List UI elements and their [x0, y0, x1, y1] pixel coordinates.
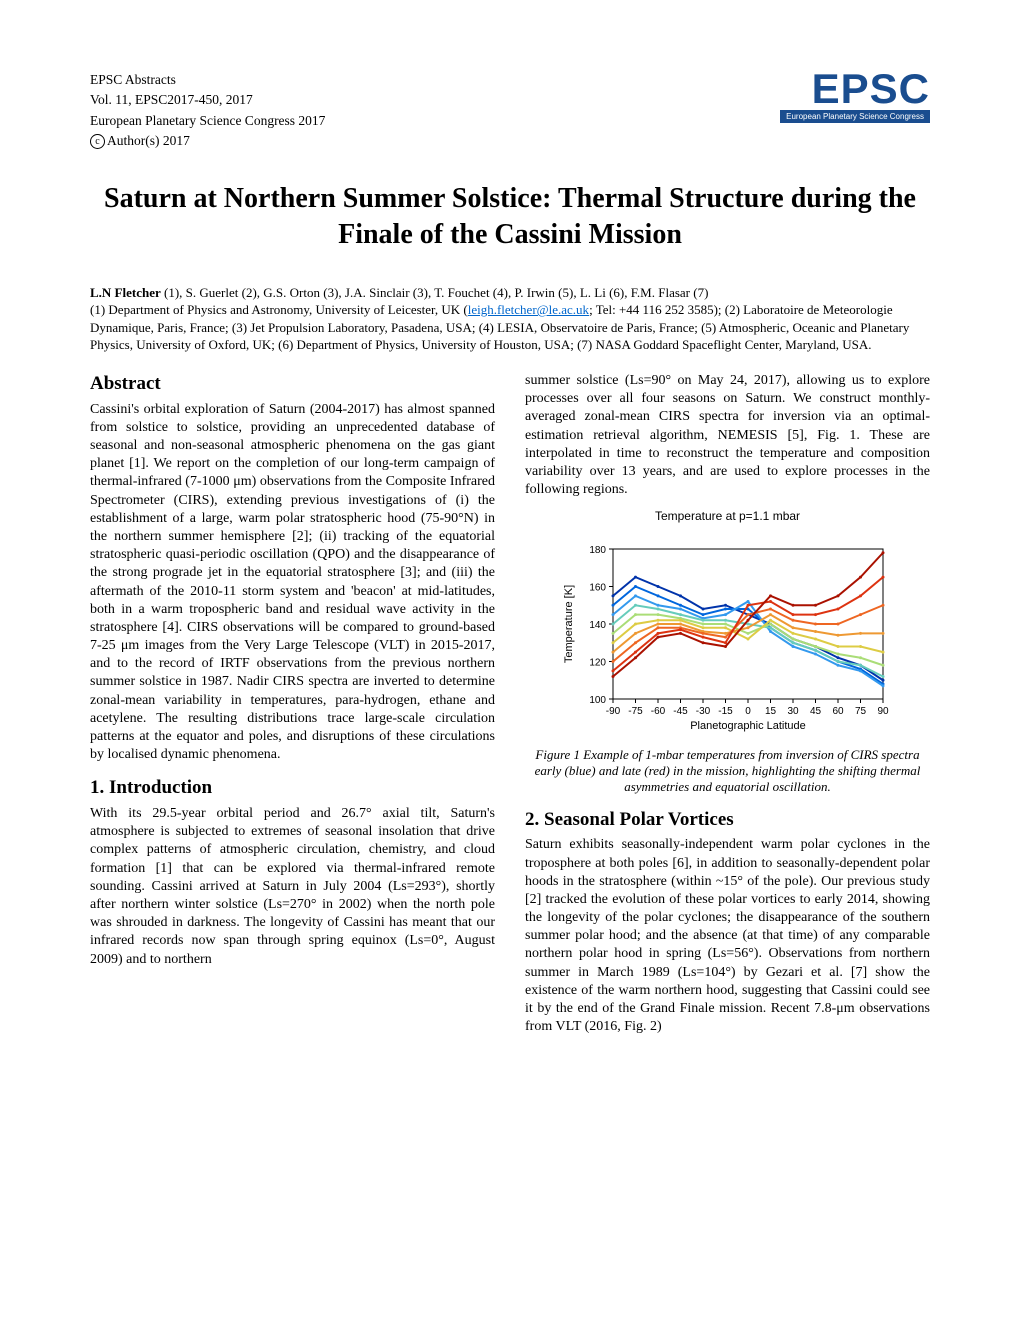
- chart-title: Temperature at p=1.1 mbar: [525, 509, 930, 525]
- header: EPSC Abstracts Vol. 11, EPSC2017-450, 20…: [90, 70, 930, 151]
- logo-text: EPSC: [780, 70, 930, 108]
- svg-text:15: 15: [764, 706, 776, 717]
- left-column: Abstract Cassini's orbital exploration o…: [90, 372, 495, 1036]
- svg-text:-60: -60: [650, 706, 665, 717]
- header-meta: EPSC Abstracts Vol. 11, EPSC2017-450, 20…: [90, 70, 325, 151]
- content-columns: Abstract Cassini's orbital exploration o…: [90, 372, 930, 1036]
- paper-title: Saturn at Northern Summer Solstice: Ther…: [90, 181, 930, 254]
- volume-line: Vol. 11, EPSC2017-450, 2017: [90, 90, 325, 110]
- svg-text:45: 45: [809, 706, 821, 717]
- logo: EPSC European Planetary Science Congress: [780, 70, 930, 123]
- email-link[interactable]: leigh.fletcher@le.ac.uk: [468, 302, 589, 317]
- authors-block: L.N Fletcher (1), S. Guerlet (2), G.S. O…: [90, 284, 930, 354]
- svg-text:-90: -90: [605, 706, 620, 717]
- vortices-text: Saturn exhibits seasonally-independent w…: [525, 836, 930, 1036]
- svg-text:100: 100: [589, 695, 606, 706]
- svg-text:-15: -15: [718, 706, 733, 717]
- svg-text:180: 180: [589, 545, 606, 556]
- svg-text:60: 60: [832, 706, 844, 717]
- right-column: summer solstice (Ls=90° on May 24, 2017)…: [525, 372, 930, 1036]
- temperature-chart: 100 120 140 160 180 -90 -75 -60 -45 -30 -15 0 15 30 45…: [558, 529, 898, 739]
- vortices-heading: 2. Seasonal Polar Vortices: [525, 808, 930, 833]
- congress-line: European Planetary Science Congress 2017: [90, 111, 325, 131]
- copyright-line: cAuthor(s) 2017: [90, 131, 325, 151]
- abstract-heading: Abstract: [90, 372, 495, 397]
- svg-text:120: 120: [589, 657, 606, 668]
- figure-caption: Figure 1 Example of 1-mbar temperatures …: [525, 747, 930, 796]
- svg-text:-45: -45: [673, 706, 688, 717]
- abstracts-line: EPSC Abstracts: [90, 70, 325, 90]
- page: EPSC Abstracts Vol. 11, EPSC2017-450, 20…: [0, 0, 1020, 1320]
- svg-text:Planetographic Latitude: Planetographic Latitude: [690, 720, 806, 732]
- col2-continuation: summer solstice (Ls=90° on May 24, 2017)…: [525, 372, 930, 499]
- svg-text:90: 90: [877, 706, 889, 717]
- logo-subtitle: European Planetary Science Congress: [780, 110, 930, 123]
- intro-text: With its 29.5-year orbital period and 26…: [90, 805, 495, 969]
- lead-author: L.N Fletcher: [90, 285, 161, 300]
- intro-heading: 1. Introduction: [90, 776, 495, 801]
- svg-text:75: 75: [854, 706, 866, 717]
- svg-text:160: 160: [589, 582, 606, 593]
- svg-text:-75: -75: [628, 706, 643, 717]
- svg-text:-30: -30: [695, 706, 710, 717]
- svg-text:Temperature [K]: Temperature [K]: [563, 585, 575, 663]
- svg-text:140: 140: [589, 620, 606, 631]
- coauthors: (1), S. Guerlet (2), G.S. Orton (3), J.A…: [161, 285, 709, 300]
- figure-1: Temperature at p=1.1 mbar 100 120 140 160 18…: [525, 509, 930, 739]
- svg-text:0: 0: [745, 706, 751, 717]
- affiliations-pre: (1) Department of Physics and Astronomy,…: [90, 302, 468, 317]
- abstract-text: Cassini's orbital exploration of Saturn …: [90, 401, 495, 765]
- svg-text:30: 30: [787, 706, 799, 717]
- copyright-text: Author(s) 2017: [107, 133, 190, 148]
- copyright-symbol: c: [90, 134, 105, 149]
